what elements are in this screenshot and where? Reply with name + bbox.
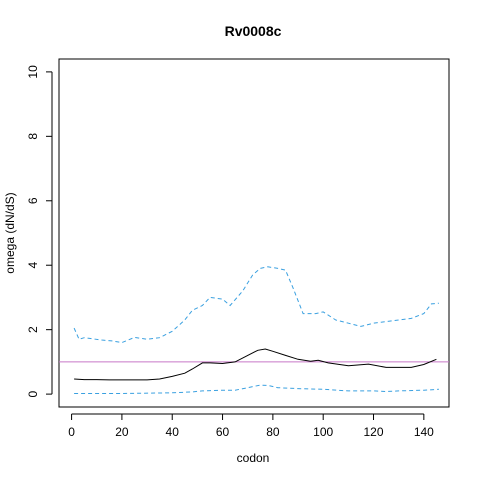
y-tick-label: 6 bbox=[26, 197, 40, 204]
y-axis: 0 2 4 6 8 10 bbox=[26, 65, 53, 397]
chart-title: Rv0008c bbox=[225, 23, 282, 39]
series-layer bbox=[73, 266, 439, 394]
x-tick-label: 40 bbox=[166, 425, 180, 439]
y-tick-label: 2 bbox=[26, 326, 40, 333]
y-tick-label: 10 bbox=[26, 65, 40, 79]
series-line-2 bbox=[73, 266, 439, 344]
x-axis-label: codon bbox=[237, 451, 270, 465]
series-line-1 bbox=[74, 348, 437, 381]
x-tick-label: 120 bbox=[364, 425, 384, 439]
y-tick-label: 0 bbox=[26, 390, 40, 397]
y-tick-label: 8 bbox=[26, 133, 40, 140]
plot-frame bbox=[58, 58, 450, 408]
y-tick-label: 4 bbox=[26, 262, 40, 269]
y-axis-label: omega (dN/dS) bbox=[3, 192, 17, 273]
x-tick-label: 60 bbox=[216, 425, 230, 439]
x-tick-label: 140 bbox=[414, 425, 434, 439]
x-tick-label: 100 bbox=[313, 425, 333, 439]
x-tick-label: 80 bbox=[266, 425, 280, 439]
x-tick-label: 20 bbox=[115, 425, 129, 439]
series-line-3 bbox=[74, 384, 439, 394]
x-tick-label: 0 bbox=[68, 425, 75, 439]
x-axis: 0 20 40 60 80 100 120 140 bbox=[68, 413, 434, 439]
